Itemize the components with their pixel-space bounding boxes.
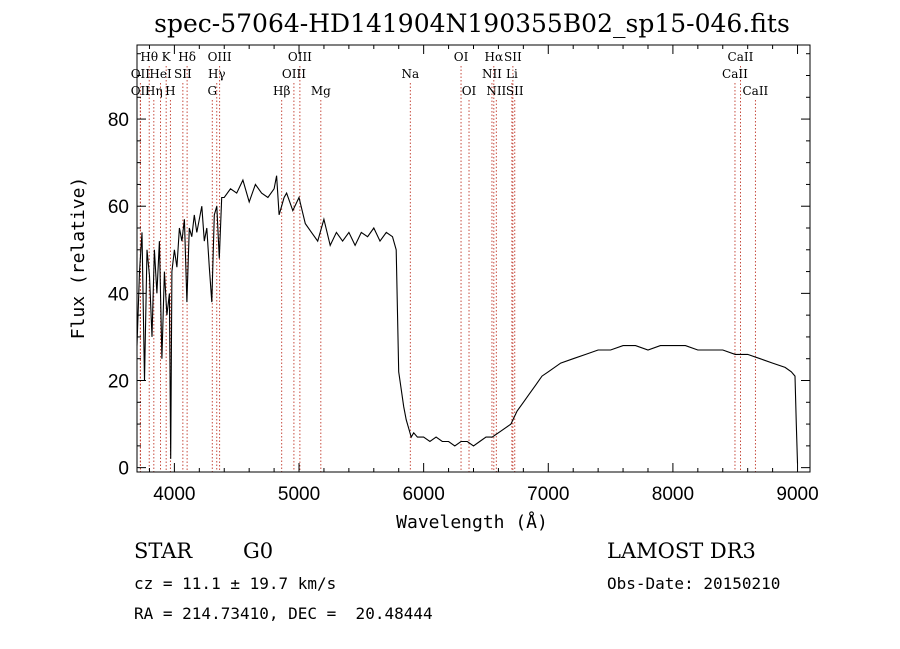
y-tick-label: 20: [108, 372, 129, 393]
spectral-line-label: CaII: [722, 67, 748, 81]
survey-name: LAMOST DR3: [607, 539, 756, 563]
x-tick-label: 7000: [527, 484, 569, 505]
y-tick-label: 60: [108, 197, 129, 218]
x-tick-label: 9000: [776, 484, 818, 505]
y-tick-label: 0: [118, 459, 129, 480]
spectral-line-label: Hα: [485, 50, 504, 64]
spectral-line-label: Hγ: [208, 67, 226, 81]
spectral-line-label: OIII: [282, 67, 306, 81]
spectral-line-label: NII: [482, 67, 502, 81]
y-axis-label: Flux (relative): [68, 177, 89, 340]
plot-frame: [136, 44, 811, 473]
spectral-line-label: CaII: [742, 84, 768, 98]
axis-tick-labels: 4000 5000 6000 7000 8000 9000 0 20 40 60 80: [108, 110, 819, 505]
spectral-line-label: Hβ: [273, 84, 290, 98]
object-class: STAR: [134, 539, 193, 563]
spectral-line-label: K: [162, 50, 172, 64]
spectrum-series-line: [136, 175, 799, 464]
spectral-line-label: OIII: [208, 50, 232, 64]
spectral-line-label: OII: [131, 67, 151, 81]
spectral-line-label: Na: [401, 67, 419, 81]
redshift-text: cz = 11.1 ± 19.7 km/s: [134, 574, 337, 593]
obs-date-text: Obs-Date: 20150210: [607, 574, 781, 593]
spectral-line-label: H: [165, 84, 175, 98]
spectral-line-label: G: [207, 84, 217, 98]
spectral-subclass: G0: [243, 539, 274, 563]
spectral-line-label: OIII: [288, 50, 312, 64]
spectral-line-markers: [139, 66, 756, 472]
spectral-line-label: OI: [454, 50, 469, 64]
x-tick-label: 8000: [652, 484, 694, 505]
spectral-line-label: Mg: [311, 84, 331, 98]
spectral-line-label: SII: [174, 67, 192, 81]
y-tick-label: 80: [108, 110, 129, 131]
spectral-line-label: SII: [506, 84, 524, 98]
spectral-line-label: Li: [506, 67, 518, 81]
chart-title: spec-57064-HD141904N190355B02_sp15-046.f…: [154, 9, 790, 38]
x-tick-label: 5000: [278, 484, 320, 505]
x-tick-label: 6000: [403, 484, 445, 505]
spectral-line-label: SII: [504, 50, 522, 64]
spectral-line-label: Hδ: [178, 50, 196, 64]
spectral-line-label: CaII: [728, 50, 754, 64]
spectral-line-label: Hη: [145, 84, 163, 98]
x-tick-label: 4000: [153, 484, 195, 505]
x-axis-label: Wavelength (Å): [396, 511, 548, 533]
y-tick-label: 40: [108, 284, 129, 305]
spectral-line-label: OII: [131, 84, 151, 98]
spectral-line-label: HeI: [149, 67, 172, 81]
spectral-line-label: NII: [486, 84, 506, 98]
coordinates-text: RA = 214.73410, DEC = 20.48444: [134, 604, 433, 623]
spectral-line-label: OI: [462, 84, 477, 98]
spectral-line-label: Hθ: [140, 50, 158, 64]
axis-ticks: [137, 45, 810, 472]
